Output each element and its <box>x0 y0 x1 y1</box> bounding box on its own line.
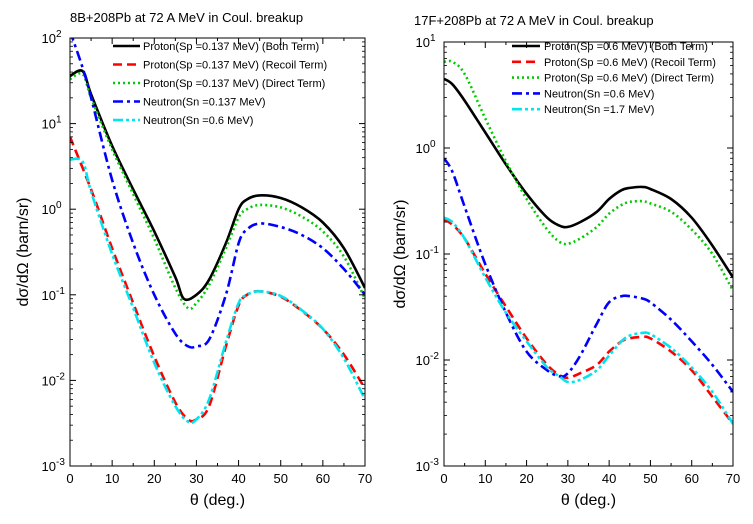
legend-entry-label: Proton(Sp =0.137 MeV) (Direct Term) <box>143 78 325 90</box>
x-tick-label: 30 <box>189 471 203 486</box>
y-tick-label: 10 <box>42 202 56 217</box>
x-tick-label: 0 <box>440 471 447 486</box>
series-line-2 <box>70 71 365 311</box>
y-tick-label: 10 <box>416 141 430 156</box>
legend-entry-label: Neutron(Sn =0.137 MeV) <box>143 97 266 109</box>
legend-entry-label: Proton(Sp =0.6 MeV) (Both Term) <box>544 41 708 53</box>
y-tick-label: 10 <box>42 31 56 46</box>
series-line-1 <box>70 136 365 423</box>
x-tick-label: 40 <box>231 471 245 486</box>
y-tick-exponent: 0 <box>56 200 62 211</box>
series-line-3 <box>71 38 365 349</box>
series-group <box>444 59 733 425</box>
y-tick-exponent: 1 <box>56 115 62 126</box>
legend-entry-label: Proton(Sp =0.6 MeV) (Recoil Term) <box>544 57 716 69</box>
x-tick-label: 10 <box>478 471 492 486</box>
y-tick-exponent: 1 <box>430 33 436 44</box>
legend-entry-label: Neutron(Sn =0.6 MeV) <box>143 115 253 127</box>
series-line-1 <box>444 218 733 425</box>
series-line-3 <box>444 157 733 393</box>
x-tick-label: 20 <box>147 471 161 486</box>
legend-entry-label: Proton(Sp =0.6 MeV) (Direct Term) <box>544 73 714 85</box>
series-line-0 <box>444 77 733 279</box>
series-line-2 <box>444 59 733 292</box>
y-tick-exponent: -1 <box>56 286 65 297</box>
x-tick-label: 60 <box>316 471 330 486</box>
x-tick-label: 0 <box>66 471 73 486</box>
y-tick-exponent: -2 <box>56 371 65 382</box>
y-tick-label: 10 <box>416 247 430 262</box>
x-tick-label: 70 <box>726 471 740 486</box>
y-tick-exponent: -1 <box>430 245 439 256</box>
y-tick-label: 10 <box>416 35 430 50</box>
y-tick-label: 10 <box>416 459 430 474</box>
x-axis-label: θ (deg.) <box>561 492 616 509</box>
x-tick-label: 40 <box>602 471 616 486</box>
x-axis-label: θ (deg.) <box>190 492 245 509</box>
x-tick-label: 30 <box>561 471 575 486</box>
series-line-4 <box>70 157 365 425</box>
y-tick-label: 10 <box>42 117 56 132</box>
series-line-4 <box>444 216 733 425</box>
series-group <box>70 38 365 425</box>
legend-entry-label: Proton(Sp =0.137 MeV) (Recoil Term) <box>143 60 327 72</box>
x-tick-label: 70 <box>358 471 372 486</box>
y-axis-label: dσ/dΩ (barn/sr) <box>392 200 409 309</box>
y-tick-label: 10 <box>42 459 56 474</box>
x-tick-label: 50 <box>643 471 657 486</box>
y-tick-label: 10 <box>42 288 56 303</box>
legend-entry-label: Neutron(Sn =1.7 MeV) <box>544 104 654 116</box>
x-tick-label: 10 <box>105 471 119 486</box>
series-line-0 <box>70 69 365 302</box>
y-tick-label: 10 <box>416 353 430 368</box>
y-axis-label: dσ/dΩ (barn/sr) <box>15 198 32 307</box>
x-tick-label: 50 <box>273 471 287 486</box>
x-tick-label: 20 <box>519 471 533 486</box>
legend-entry-label: Neutron(Sn =0.6 MeV) <box>544 88 654 100</box>
chart-title: 8B+208Pb at 72 A MeV in Coul. breakup <box>70 10 303 25</box>
y-tick-exponent: 0 <box>430 139 436 150</box>
legend-entry-label: Proton(Sp =0.137 MeV) (Both Term) <box>143 41 319 53</box>
y-tick-exponent: -3 <box>56 457 65 468</box>
y-tick-label: 10 <box>42 373 56 388</box>
y-tick-exponent: -2 <box>430 351 439 362</box>
x-tick-label: 60 <box>684 471 698 486</box>
chart-title: 17F+208Pb at 72 A MeV in Coul. breakup <box>414 13 654 28</box>
y-tick-exponent: 2 <box>56 29 62 40</box>
y-tick-exponent: -3 <box>430 457 439 468</box>
